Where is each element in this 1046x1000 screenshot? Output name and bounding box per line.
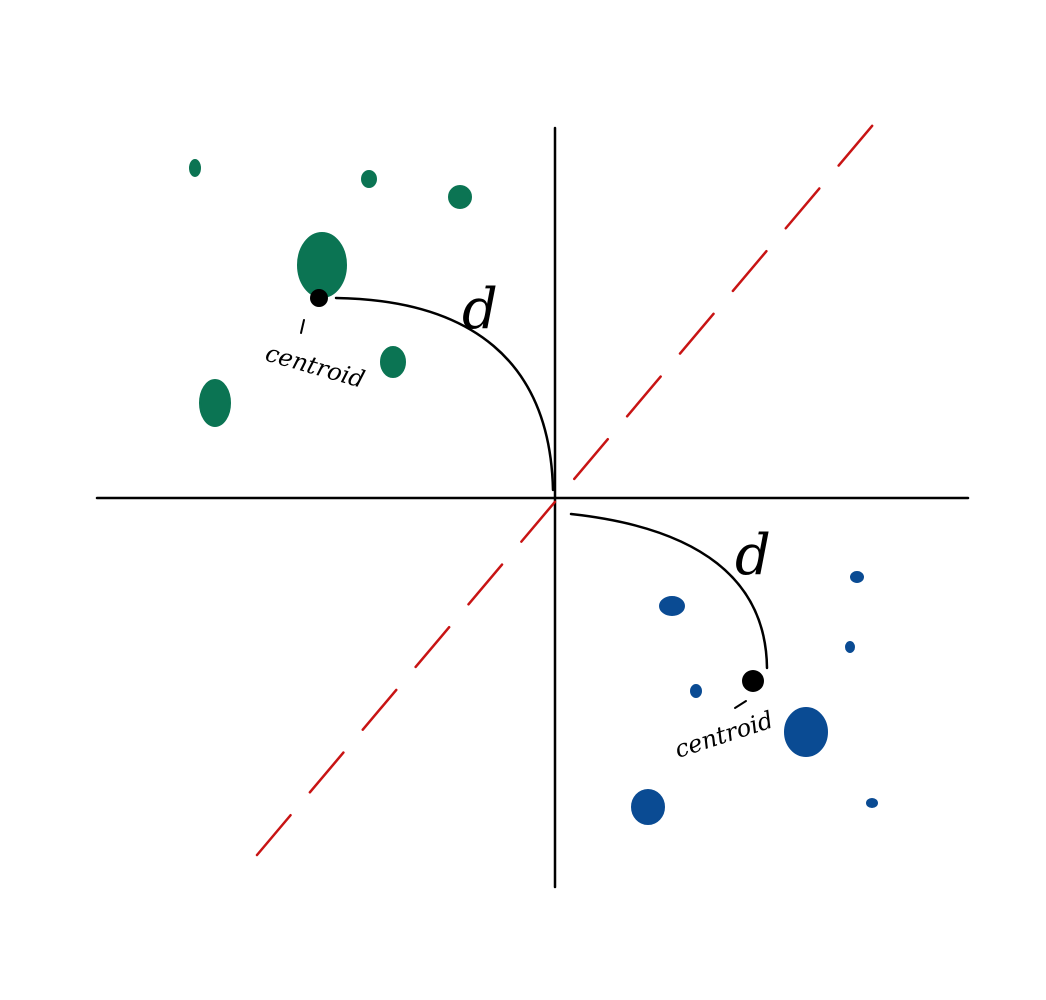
cluster-point [380, 346, 406, 378]
cluster-point [866, 798, 878, 808]
distance-arc-top [334, 296, 555, 492]
cluster-point [659, 596, 685, 616]
cluster-point [361, 170, 377, 188]
distance-arc-bottom [569, 512, 769, 670]
centroid-pointer-top [300, 319, 305, 334]
cluster-point [845, 641, 855, 653]
cluster-point [631, 789, 665, 825]
centroid-pointer-bottom [734, 700, 747, 709]
distance-label-top: d [462, 277, 498, 342]
cluster-bottom-right [631, 571, 878, 825]
cluster-point [850, 571, 864, 583]
cluster-point [189, 159, 201, 177]
cluster-top-left [189, 159, 472, 427]
distance-label-bottom: d [735, 523, 771, 588]
centroid-label-bottom: centroid [671, 706, 776, 764]
cluster-point [784, 707, 828, 757]
cluster-point [199, 379, 231, 427]
cluster-point [448, 185, 472, 209]
centroid-label-top: centroid [262, 339, 367, 394]
centroid-bottom-right [742, 670, 764, 692]
cluster-point [297, 232, 347, 298]
centroid-top-left [310, 289, 328, 307]
cluster-point [690, 684, 702, 698]
